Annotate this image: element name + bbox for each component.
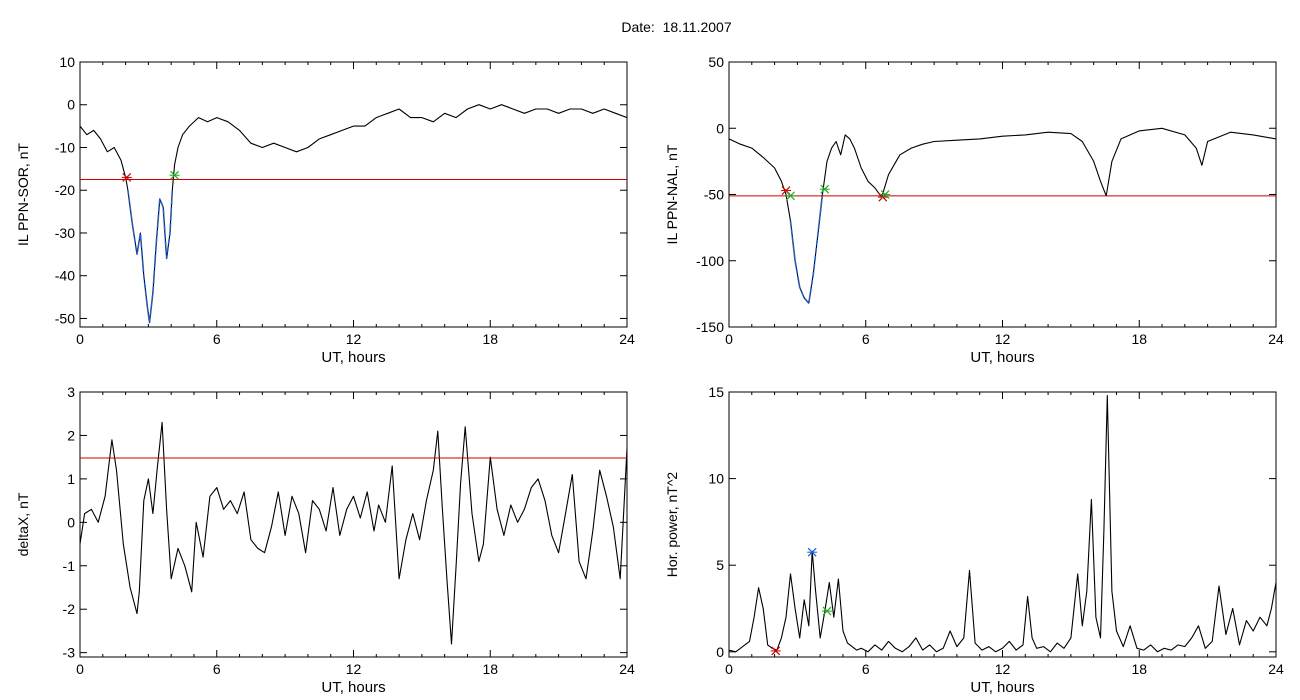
y-axis-label: IL PPN-NAL, nT [664, 144, 680, 244]
y-tick-label: -50 [55, 310, 75, 326]
chart-panel-il-ppn-sor: IL PPN-SOR, nT UT, hours 0 6 12 18 24 -50 -40 -… [15, 54, 635, 366]
x-tick-label: 12 [995, 661, 1011, 677]
series-line [80, 104, 627, 324]
x-tick-label: 6 [213, 331, 221, 347]
y-tick-label: 3 [67, 384, 75, 400]
x-tick-label: 12 [995, 331, 1011, 347]
x-axis-label: UT, hours [321, 349, 385, 366]
x-tick-label: 18 [1131, 661, 1147, 677]
x-axis-label: UT, hours [970, 349, 1034, 366]
x-tick-label: 12 [346, 661, 362, 677]
marker-red [770, 646, 781, 656]
marker-green [822, 606, 833, 616]
y-tick-label: 0 [67, 97, 75, 113]
marker-green [169, 170, 180, 180]
y-tick-label: 0 [716, 120, 724, 136]
y-tick-label: 10 [708, 471, 724, 487]
y-tick-label: -2 [63, 601, 76, 617]
y-tick-label: -100 [696, 253, 724, 269]
marker-blue [807, 547, 818, 557]
y-tick-label: 10 [59, 54, 75, 70]
chart-panel-hor-power: Hor. power, nT^2 UT, hours 0 6 12 18 24 0 5 10 1… [664, 384, 1284, 696]
y-tick-label: 15 [708, 384, 724, 400]
y-tick-label: -150 [696, 319, 724, 335]
y-tick-label: -30 [55, 225, 75, 241]
y-tick-label: 1 [67, 471, 75, 487]
x-tick-label: 12 [346, 331, 362, 347]
chart-panel-il-ppn-nal: IL PPN-NAL, nT UT, hours 0 6 12 18 24 -150 -10… [664, 54, 1284, 366]
marker-red [121, 172, 132, 182]
x-tick-label: 24 [619, 331, 635, 347]
marker-green [880, 190, 891, 199]
y-axis-label: deltaX, nT [15, 492, 31, 556]
x-tick-label: 24 [1268, 661, 1284, 677]
x-tick-label: 0 [725, 331, 733, 347]
y-tick-label: 0 [67, 514, 75, 530]
y-tick-label: -20 [55, 182, 75, 198]
x-axis-label: UT, hours [970, 679, 1034, 696]
x-tick-label: 18 [482, 331, 498, 347]
x-tick-label: 0 [76, 661, 84, 677]
chart-date-title: Date: 18.11.2007 [621, 19, 732, 35]
marker-green [785, 191, 796, 201]
x-axis-label: UT, hours [321, 679, 385, 696]
x-tick-label: 0 [76, 331, 84, 347]
plot-frame [728, 391, 1277, 658]
x-tick-label: 0 [725, 661, 733, 677]
x-tick-label: 6 [862, 331, 870, 347]
series-line [729, 127, 1276, 304]
y-tick-label: 5 [716, 557, 724, 573]
x-tick-label: 6 [213, 661, 221, 677]
series-line [729, 394, 1276, 653]
y-tick-label: 50 [708, 54, 724, 70]
x-tick-label: 6 [862, 661, 870, 677]
highlight-segment [127, 190, 174, 323]
y-tick-label: 0 [716, 644, 724, 660]
y-tick-label: -1 [63, 558, 76, 574]
marker-green [819, 184, 830, 194]
x-tick-label: 24 [1268, 331, 1284, 347]
x-tick-label: 18 [1131, 331, 1147, 347]
x-tick-label: 18 [482, 661, 498, 677]
highlight-segment [789, 194, 824, 305]
x-tick-label: 24 [619, 661, 635, 677]
plot-frame [79, 61, 628, 328]
y-tick-label: -3 [63, 645, 76, 661]
y-axis-label: Hor. power, nT^2 [664, 472, 680, 578]
y-tick-label: 2 [67, 427, 75, 443]
y-axis-label: IL PPN-SOR, nT [15, 143, 31, 246]
y-tick-label: -10 [55, 139, 75, 155]
y-tick-label: -40 [55, 268, 75, 284]
series-line [80, 421, 627, 645]
y-tick-label: -50 [704, 187, 724, 203]
